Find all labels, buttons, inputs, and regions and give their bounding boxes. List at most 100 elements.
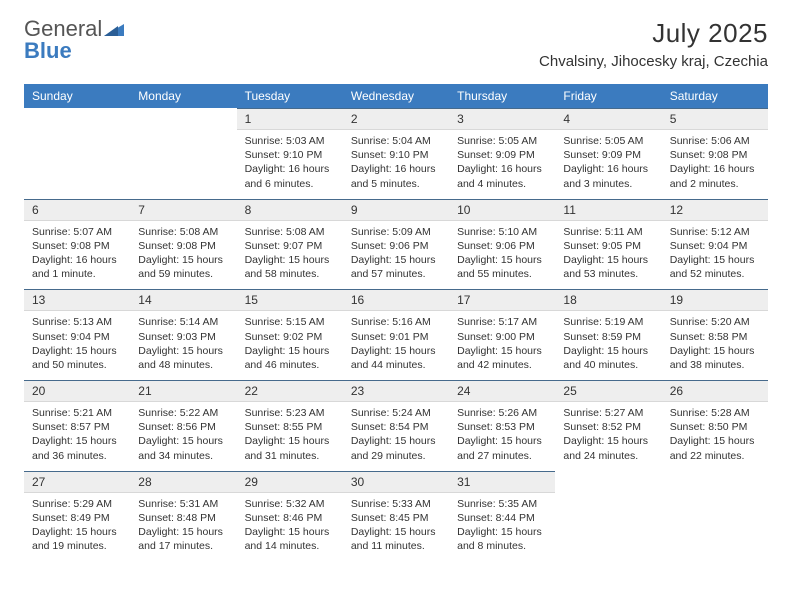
calendar-day-cell: 24Sunrise: 5:26 AMSunset: 8:53 PMDayligh… bbox=[449, 380, 555, 471]
day-line: and 29 minutes. bbox=[351, 449, 441, 463]
day-line: Sunset: 9:08 PM bbox=[670, 148, 760, 162]
day-number: 4 bbox=[555, 108, 661, 130]
day-number: 29 bbox=[237, 471, 343, 493]
day-line: Sunrise: 5:20 AM bbox=[670, 315, 760, 329]
day-line: Sunset: 8:55 PM bbox=[245, 420, 335, 434]
day-body: Sunrise: 5:27 AMSunset: 8:52 PMDaylight:… bbox=[555, 402, 661, 471]
day-line: Sunset: 8:59 PM bbox=[563, 330, 653, 344]
calendar-day-cell: 13Sunrise: 5:13 AMSunset: 9:04 PMDayligh… bbox=[24, 289, 130, 380]
day-number: 8 bbox=[237, 199, 343, 221]
day-number: 16 bbox=[343, 289, 449, 311]
day-line: Sunrise: 5:03 AM bbox=[245, 134, 335, 148]
logo: General Blue bbox=[24, 18, 124, 62]
day-line: Sunrise: 5:31 AM bbox=[138, 497, 228, 511]
calendar-week-row: 6Sunrise: 5:07 AMSunset: 9:08 PMDaylight… bbox=[24, 199, 768, 290]
day-line: Sunrise: 5:09 AM bbox=[351, 225, 441, 239]
calendar-day-cell: 21Sunrise: 5:22 AMSunset: 8:56 PMDayligh… bbox=[130, 380, 236, 471]
day-line: Daylight: 15 hours bbox=[670, 434, 760, 448]
logo-text: General Blue bbox=[24, 18, 124, 62]
calendar-day-cell: 31Sunrise: 5:35 AMSunset: 8:44 PMDayligh… bbox=[449, 471, 555, 562]
day-line: Sunrise: 5:05 AM bbox=[563, 134, 653, 148]
day-number: 27 bbox=[24, 471, 130, 493]
day-line: and 34 minutes. bbox=[138, 449, 228, 463]
day-line: Sunset: 8:57 PM bbox=[32, 420, 122, 434]
day-line: Sunset: 8:56 PM bbox=[138, 420, 228, 434]
day-line: Sunset: 9:08 PM bbox=[138, 239, 228, 253]
day-body: Sunrise: 5:32 AMSunset: 8:46 PMDaylight:… bbox=[237, 493, 343, 562]
day-line: Sunset: 9:06 PM bbox=[457, 239, 547, 253]
day-number: 24 bbox=[449, 380, 555, 402]
calendar-day-cell: 27Sunrise: 5:29 AMSunset: 8:49 PMDayligh… bbox=[24, 471, 130, 562]
day-line: Daylight: 16 hours bbox=[32, 253, 122, 267]
day-line: and 5 minutes. bbox=[351, 177, 441, 191]
day-line: and 4 minutes. bbox=[457, 177, 547, 191]
day-line: Daylight: 15 hours bbox=[138, 525, 228, 539]
day-line: Sunrise: 5:04 AM bbox=[351, 134, 441, 148]
day-body: Sunrise: 5:13 AMSunset: 9:04 PMDaylight:… bbox=[24, 311, 130, 380]
day-line: Sunrise: 5:23 AM bbox=[245, 406, 335, 420]
day-body: Sunrise: 5:14 AMSunset: 9:03 PMDaylight:… bbox=[130, 311, 236, 380]
day-body: Sunrise: 5:05 AMSunset: 9:09 PMDaylight:… bbox=[449, 130, 555, 199]
calendar-week-row: 13Sunrise: 5:13 AMSunset: 9:04 PMDayligh… bbox=[24, 289, 768, 380]
day-line: Daylight: 15 hours bbox=[457, 344, 547, 358]
day-number: 7 bbox=[130, 199, 236, 221]
day-line: Daylight: 15 hours bbox=[351, 253, 441, 267]
day-line: Daylight: 16 hours bbox=[351, 162, 441, 176]
day-line: and 3 minutes. bbox=[563, 177, 653, 191]
day-line: Sunset: 9:03 PM bbox=[138, 330, 228, 344]
calendar-day-cell: 29Sunrise: 5:32 AMSunset: 8:46 PMDayligh… bbox=[237, 471, 343, 562]
day-line: Daylight: 15 hours bbox=[245, 434, 335, 448]
day-number: 3 bbox=[449, 108, 555, 130]
weekday-header: Saturday bbox=[662, 84, 768, 108]
day-number: 30 bbox=[343, 471, 449, 493]
day-body: Sunrise: 5:23 AMSunset: 8:55 PMDaylight:… bbox=[237, 402, 343, 471]
day-line: Sunrise: 5:27 AM bbox=[563, 406, 653, 420]
day-number: 25 bbox=[555, 380, 661, 402]
weekday-header: Sunday bbox=[24, 84, 130, 108]
day-body: Sunrise: 5:24 AMSunset: 8:54 PMDaylight:… bbox=[343, 402, 449, 471]
weekday-header: Friday bbox=[555, 84, 661, 108]
day-number: 6 bbox=[24, 199, 130, 221]
day-line: Daylight: 15 hours bbox=[138, 253, 228, 267]
day-line: Sunset: 8:52 PM bbox=[563, 420, 653, 434]
day-line: and 22 minutes. bbox=[670, 449, 760, 463]
day-line: and 2 minutes. bbox=[670, 177, 760, 191]
day-line: and 46 minutes. bbox=[245, 358, 335, 372]
calendar-day-cell: 19Sunrise: 5:20 AMSunset: 8:58 PMDayligh… bbox=[662, 289, 768, 380]
day-number: 1 bbox=[237, 108, 343, 130]
day-body: Sunrise: 5:12 AMSunset: 9:04 PMDaylight:… bbox=[662, 221, 768, 290]
day-number: 20 bbox=[24, 380, 130, 402]
day-line: Daylight: 16 hours bbox=[245, 162, 335, 176]
day-line: Sunrise: 5:33 AM bbox=[351, 497, 441, 511]
logo-triangle-icon bbox=[104, 18, 124, 40]
day-line: Daylight: 15 hours bbox=[32, 434, 122, 448]
day-line: Sunset: 8:45 PM bbox=[351, 511, 441, 525]
calendar-day-cell: 16Sunrise: 5:16 AMSunset: 9:01 PMDayligh… bbox=[343, 289, 449, 380]
day-body: Sunrise: 5:33 AMSunset: 8:45 PMDaylight:… bbox=[343, 493, 449, 562]
day-line: Daylight: 15 hours bbox=[245, 525, 335, 539]
day-number: 10 bbox=[449, 199, 555, 221]
day-line: Sunrise: 5:13 AM bbox=[32, 315, 122, 329]
day-body: Sunrise: 5:08 AMSunset: 9:07 PMDaylight:… bbox=[237, 221, 343, 290]
page-title: July 2025 bbox=[539, 18, 768, 49]
day-line: Daylight: 15 hours bbox=[563, 434, 653, 448]
day-line: Daylight: 15 hours bbox=[670, 344, 760, 358]
calendar-week-row: ..1Sunrise: 5:03 AMSunset: 9:10 PMDaylig… bbox=[24, 108, 768, 199]
day-line: Daylight: 15 hours bbox=[563, 344, 653, 358]
day-body: Sunrise: 5:03 AMSunset: 9:10 PMDaylight:… bbox=[237, 130, 343, 199]
calendar-day-cell: 3Sunrise: 5:05 AMSunset: 9:09 PMDaylight… bbox=[449, 108, 555, 199]
day-line: Daylight: 15 hours bbox=[138, 344, 228, 358]
day-line: and 50 minutes. bbox=[32, 358, 122, 372]
day-line: Sunset: 8:58 PM bbox=[670, 330, 760, 344]
day-line: and 57 minutes. bbox=[351, 267, 441, 281]
day-line: Sunset: 9:10 PM bbox=[245, 148, 335, 162]
day-number: 13 bbox=[24, 289, 130, 311]
day-line: and 38 minutes. bbox=[670, 358, 760, 372]
day-line: and 19 minutes. bbox=[32, 539, 122, 553]
day-body: Sunrise: 5:17 AMSunset: 9:00 PMDaylight:… bbox=[449, 311, 555, 380]
day-line: Sunset: 9:04 PM bbox=[670, 239, 760, 253]
day-body: Sunrise: 5:29 AMSunset: 8:49 PMDaylight:… bbox=[24, 493, 130, 562]
day-line: and 36 minutes. bbox=[32, 449, 122, 463]
day-line: Sunrise: 5:21 AM bbox=[32, 406, 122, 420]
day-body: Sunrise: 5:35 AMSunset: 8:44 PMDaylight:… bbox=[449, 493, 555, 562]
